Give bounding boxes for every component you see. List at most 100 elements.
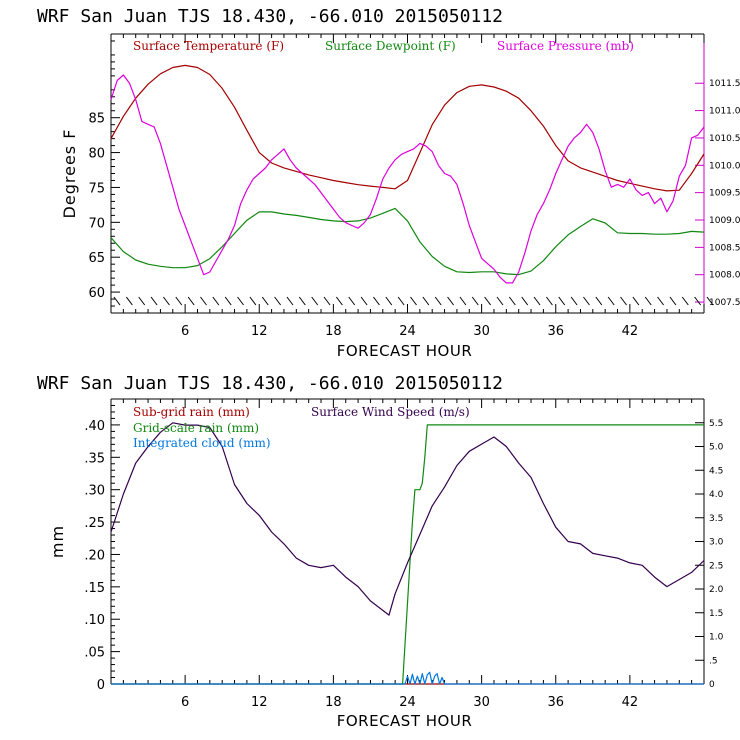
y2-tick-label: 1010.5	[709, 134, 740, 144]
y2-tick-label: 5.0	[709, 443, 724, 453]
y-tick-label: 60	[88, 286, 105, 301]
series-line-surface-pressure-mb	[110, 74, 705, 284]
y2-tick-label: .5	[709, 656, 718, 666]
wind-barb	[694, 296, 702, 306]
wind-barb	[583, 296, 590, 306]
wind-barb	[286, 296, 294, 306]
y2-tick-label: 1.0	[709, 633, 724, 643]
legend-entry: Integrated cloud (mm)	[133, 436, 271, 450]
y-tick-label: 70	[88, 216, 105, 231]
series-line-surface-dewpoint-f	[110, 207, 705, 276]
wind-barb	[397, 296, 405, 306]
wind-barb	[224, 296, 232, 306]
y-axis-label: Degrees F	[60, 129, 79, 219]
x-tick-label: 12	[251, 695, 268, 710]
wind-barb	[200, 296, 207, 306]
y-tick-label: .10	[84, 613, 105, 628]
wind-barb	[385, 296, 393, 306]
wind-barb	[150, 296, 158, 306]
legend-entry: Surface Dewpoint (F)	[325, 39, 456, 53]
y-tick-label: 75	[88, 181, 105, 196]
legend-entry: Surface Pressure (mb)	[497, 39, 634, 53]
wind-barb	[434, 296, 442, 306]
wind-barb	[545, 296, 553, 306]
y-tick-label: .05	[84, 646, 105, 661]
y2-tick-label: 4.5	[709, 466, 723, 476]
wind-barb	[187, 296, 195, 306]
wind-barb	[113, 296, 121, 306]
x-tick-label: 24	[399, 324, 416, 339]
wind-barb	[558, 296, 566, 306]
series-line-surface-wind-speed-m-s	[110, 422, 705, 616]
wind-barb	[508, 296, 516, 306]
y-tick-label: 0	[97, 678, 105, 693]
x-axis-label: FORECAST HOUR	[337, 712, 473, 730]
wind-barb	[237, 296, 244, 306]
y-tick-label: .15	[84, 581, 105, 596]
wind-barbs	[113, 296, 714, 306]
x-tick-label: 18	[325, 695, 342, 710]
wind-barb	[570, 296, 578, 306]
series-line-integrated-cloud-mm	[111, 671, 704, 685]
wind-barb	[595, 296, 603, 306]
x-tick-label: 42	[622, 324, 639, 339]
wind-barb	[657, 296, 664, 306]
wind-barb	[163, 296, 170, 306]
x-tick-label: 36	[547, 695, 564, 710]
y-tick-label: 80	[88, 147, 105, 162]
wind-barb	[669, 296, 677, 306]
y2-tick-label: 5.5	[709, 419, 723, 429]
y2-tick-label: 1009.0	[709, 216, 740, 226]
x-tick-label: 42	[622, 695, 639, 710]
wind-barb	[298, 296, 306, 306]
series-line-surface-temperature-f	[110, 64, 705, 192]
legend-entry: Sub-grid rain (mm)	[133, 405, 250, 419]
x-tick-label: 6	[181, 324, 189, 339]
wind-barb	[632, 296, 640, 306]
wind-barb	[249, 296, 257, 306]
x-axis-label: FORECAST HOUR	[337, 342, 473, 360]
wind-barb	[681, 296, 689, 306]
y2-tick-label: 1011.0	[709, 107, 740, 117]
y-tick-label: .25	[84, 516, 105, 531]
x-tick-label: 6	[181, 695, 189, 710]
wind-barb	[373, 296, 380, 306]
y-tick-label: 65	[88, 251, 105, 266]
x-tick-label: 24	[399, 695, 416, 710]
wind-barb	[422, 296, 430, 306]
wind-barb	[607, 296, 615, 306]
y-tick-label: .35	[84, 451, 105, 466]
y2-tick-label: 3.5	[709, 514, 723, 524]
x-tick-label: 12	[251, 324, 268, 339]
y2-tick-label: 1007.5	[709, 298, 740, 308]
y-tick-label: .20	[84, 548, 105, 563]
wind-barb	[471, 296, 479, 306]
wind-barb	[706, 296, 714, 306]
wind-barb	[410, 296, 417, 306]
x-tick-label: 36	[547, 324, 564, 339]
y2-tick-label: 1008.0	[709, 271, 740, 281]
y2-tick-label: 1.5	[709, 609, 723, 619]
wind-barb	[311, 296, 319, 306]
wind-barb	[125, 296, 133, 306]
y-tick-label: .30	[84, 484, 105, 499]
x-tick-label: 30	[473, 324, 490, 339]
y-tick-label: 85	[88, 112, 105, 127]
wind-barb	[261, 296, 269, 306]
y-tick-label: .40	[84, 419, 105, 434]
x-tick-label: 18	[325, 324, 342, 339]
y2-tick-label: 1011.5	[709, 79, 740, 89]
chart-title: WRF San Juan TJS 18.430, -66.010 2015050…	[37, 6, 503, 27]
wind-barb	[175, 296, 183, 306]
legend-entry: Surface Wind Speed (m/s)	[311, 405, 470, 419]
legend-entry: Surface Temperature (F)	[133, 39, 284, 53]
wind-barb	[533, 296, 541, 306]
y2-tick-label: 2.5	[709, 561, 723, 571]
y2-tick-label: 1009.5	[709, 189, 740, 199]
wind-barb	[484, 296, 492, 306]
wind-barb	[644, 296, 652, 306]
wind-barb	[348, 296, 356, 306]
wind-barb	[521, 296, 529, 306]
y2-tick-label: 1008.5	[709, 243, 740, 253]
y2-tick-label: 1010.0	[709, 161, 740, 171]
